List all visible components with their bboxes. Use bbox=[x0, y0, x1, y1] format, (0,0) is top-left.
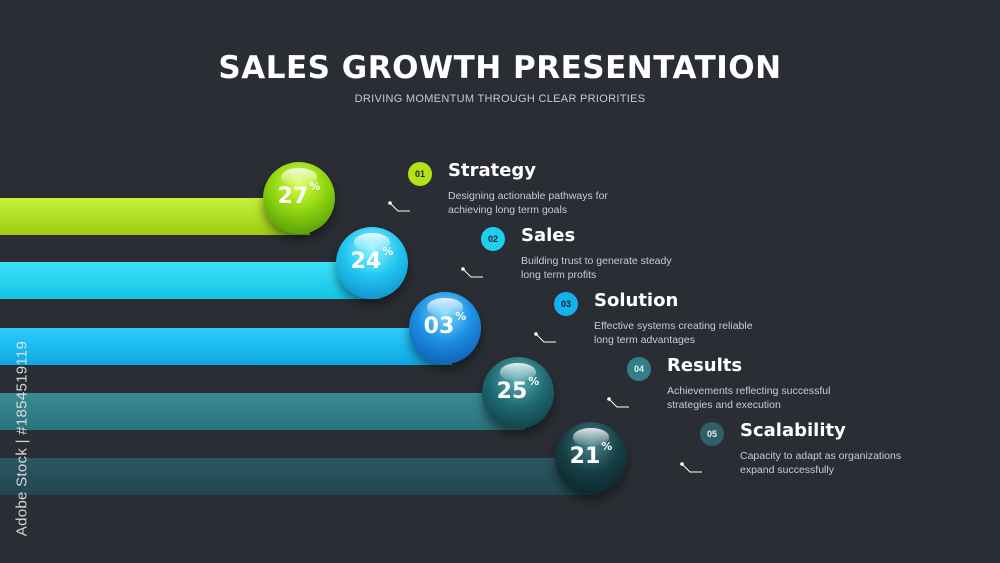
ball-sales: 24% bbox=[336, 227, 408, 299]
connector-line bbox=[461, 267, 483, 278]
item-description: Capacity to adapt as organizations expand… bbox=[740, 450, 902, 476]
item-description: Achievements reflecting successful strate… bbox=[667, 385, 831, 411]
bar-scalability bbox=[0, 458, 598, 495]
item-number-badge: 03 bbox=[554, 292, 578, 316]
ball-scalability: 21% bbox=[555, 422, 627, 494]
item-number-badge: 01 bbox=[408, 162, 432, 186]
page-title: SALES GROWTH PRESENTATION bbox=[218, 50, 782, 86]
bar-sales bbox=[0, 262, 380, 299]
connector-line bbox=[607, 397, 629, 408]
connector-line bbox=[388, 201, 410, 212]
item-description: Effective systems creating reliable long … bbox=[594, 320, 753, 346]
connector-line bbox=[680, 462, 702, 473]
percent-value: 21% bbox=[569, 440, 613, 469]
item-title-results: Results bbox=[667, 355, 743, 376]
percent-value: 25% bbox=[496, 375, 540, 404]
ball-shine bbox=[573, 428, 609, 446]
item-number-badge: 02 bbox=[481, 227, 505, 251]
percent-value: 03% bbox=[423, 310, 467, 339]
ball-solution: 03% bbox=[409, 292, 481, 364]
bar-results bbox=[0, 393, 525, 430]
item-description: Building trust to generate steady long te… bbox=[521, 255, 672, 281]
item-title-strategy: Strategy bbox=[448, 160, 537, 181]
ball-shine bbox=[500, 363, 536, 381]
item-number-badge: 05 bbox=[700, 422, 724, 446]
ball-shine bbox=[427, 298, 463, 316]
connector-line bbox=[534, 332, 556, 343]
page-subtitle: DRIVING MOMENTUM THROUGH CLEAR PRIORITIE… bbox=[354, 93, 646, 105]
ball-shine bbox=[281, 168, 317, 186]
stock-watermark: Adobe Stock | #1854519119 bbox=[13, 340, 31, 537]
item-title-scalability: Scalability bbox=[740, 420, 846, 441]
ball-strategy: 27% bbox=[263, 162, 335, 234]
item-description: Designing actionable pathways for achievi… bbox=[448, 190, 608, 216]
item-number-badge: 04 bbox=[627, 357, 651, 381]
ball-results: 25% bbox=[482, 357, 554, 429]
item-title-solution: Solution bbox=[594, 290, 679, 311]
item-title-sales: Sales bbox=[521, 225, 576, 246]
percent-value: 27% bbox=[277, 180, 321, 209]
bar-strategy bbox=[0, 198, 310, 235]
percent-value: 24% bbox=[350, 245, 394, 274]
ball-shine bbox=[354, 233, 390, 251]
bar-solution bbox=[0, 328, 452, 365]
